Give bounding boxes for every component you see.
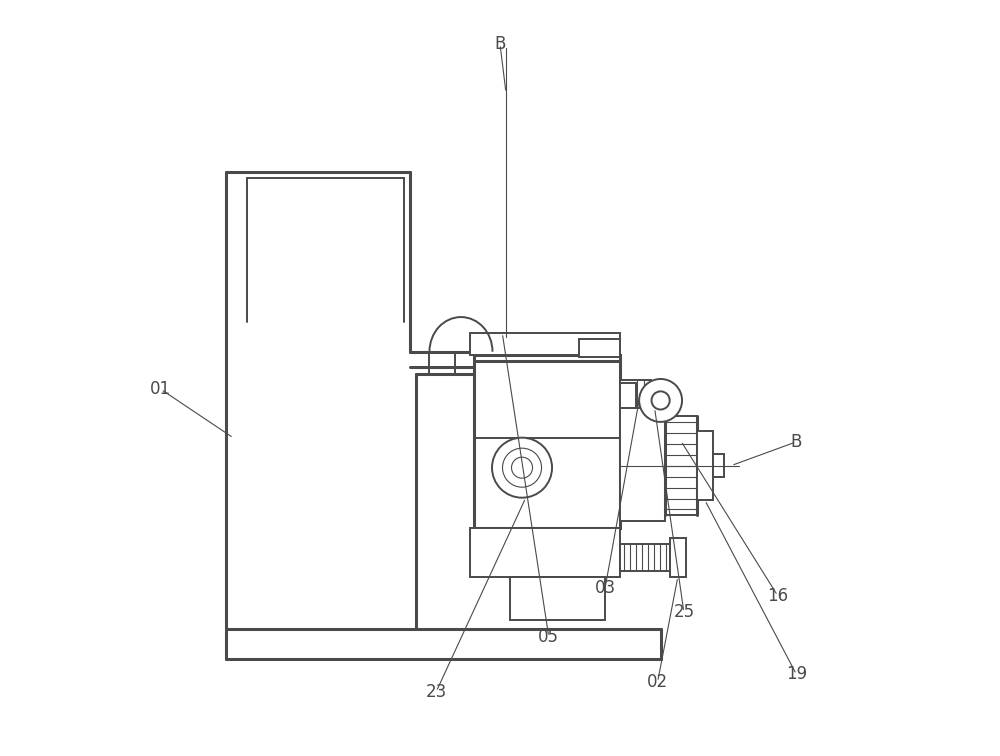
Bar [697,431,713,500]
Text: B: B [791,432,802,451]
Bar [474,355,620,528]
Bar [470,333,620,355]
Bar [620,544,670,571]
Bar [713,454,724,478]
Bar [665,417,697,515]
Circle shape [492,438,552,497]
Text: 19: 19 [786,665,807,683]
Bar [470,528,620,577]
Bar [670,538,686,577]
Bar [477,353,496,374]
Bar [579,339,620,357]
Circle shape [639,379,682,422]
Text: 16: 16 [767,587,788,605]
Bar [620,408,665,521]
Text: 02: 02 [647,673,668,691]
Text: 23: 23 [426,683,447,701]
Text: B: B [494,35,506,53]
Text: 05: 05 [538,628,559,646]
Bar [620,380,651,421]
Bar [620,383,636,418]
Text: 25: 25 [673,603,694,621]
Circle shape [652,392,670,410]
Text: 01: 01 [150,380,171,398]
Bar [510,577,605,621]
Circle shape [512,457,533,479]
Circle shape [503,448,542,487]
Text: 03: 03 [594,579,616,597]
